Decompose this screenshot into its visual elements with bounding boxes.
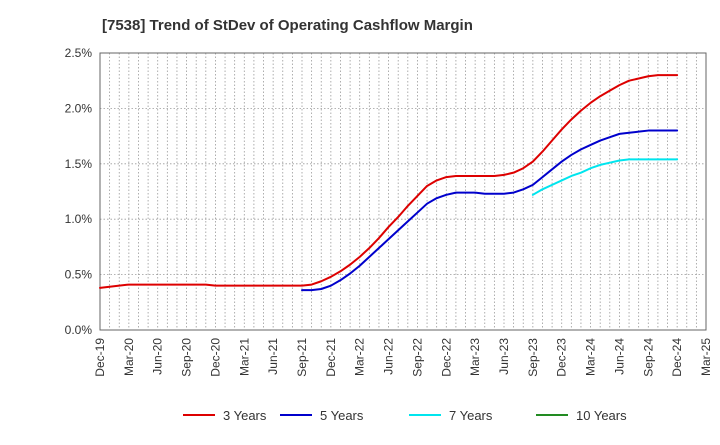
- legend: 3 Years 5 Years 7 Years 10 Years: [183, 408, 627, 423]
- x-tick-label: Sep-23: [526, 338, 540, 377]
- y-tick-label: 1.5%: [65, 157, 93, 171]
- x-tick-label: Sep-22: [410, 338, 424, 377]
- plot-border: [99, 52, 707, 331]
- y-tick-label: 2.5%: [65, 46, 93, 60]
- x-tick-label: Mar-21: [237, 338, 251, 376]
- series-line-5-years: [301, 129, 679, 292]
- x-tick-label: Mar-23: [468, 338, 482, 376]
- x-tick-label: Dec-23: [555, 338, 569, 377]
- chart-title: [7538] Trend of StDev of Operating Cashf…: [102, 17, 473, 34]
- x-tick-label: Dec-21: [324, 338, 338, 377]
- x-tick-label: Dec-20: [208, 338, 222, 377]
- legend-label: 7 Years: [449, 408, 493, 423]
- x-tick-label: Sep-21: [295, 338, 309, 377]
- y-tick-label: 2.0%: [65, 101, 93, 115]
- x-tick-label: Jun-21: [266, 338, 280, 375]
- y-tick-label: 0.0%: [65, 323, 93, 337]
- x-tick-label: Mar-22: [353, 338, 367, 376]
- x-tick-label: Jun-24: [612, 338, 626, 375]
- series-line-7-years: [531, 158, 679, 196]
- x-tick-label: Mar-24: [584, 338, 598, 376]
- series-lines: [99, 74, 679, 292]
- grid-lines: [99, 52, 707, 331]
- x-tick-label: Dec-24: [670, 338, 684, 377]
- legend-label: 5 Years: [320, 408, 364, 423]
- x-tick-label: Dec-22: [439, 338, 453, 377]
- x-tick-label: Jun-23: [497, 338, 511, 375]
- x-tick-label: Sep-20: [180, 338, 194, 377]
- plot-area: [100, 53, 706, 330]
- x-tick-label: Mar-20: [122, 338, 136, 376]
- x-tick-label: Dec-19: [93, 338, 107, 377]
- axes: 0.0% 0.5% 1.0% 1.5% 2.0% 2.5% Dec-19 Mar-20 Jun-…: [65, 46, 713, 377]
- y-tick-label: 0.5%: [65, 268, 93, 282]
- series-line-3-years: [99, 74, 679, 289]
- legend-label: 3 Years: [223, 408, 267, 423]
- x-tick-label: Jun-20: [151, 338, 165, 375]
- x-tick-label: Sep-24: [641, 338, 655, 377]
- x-tick-label: Jun-22: [382, 338, 396, 375]
- y-tick-label: 1.0%: [65, 212, 93, 226]
- x-tick-label: Mar-25: [699, 338, 713, 376]
- legend-label: 10 Years: [576, 408, 627, 423]
